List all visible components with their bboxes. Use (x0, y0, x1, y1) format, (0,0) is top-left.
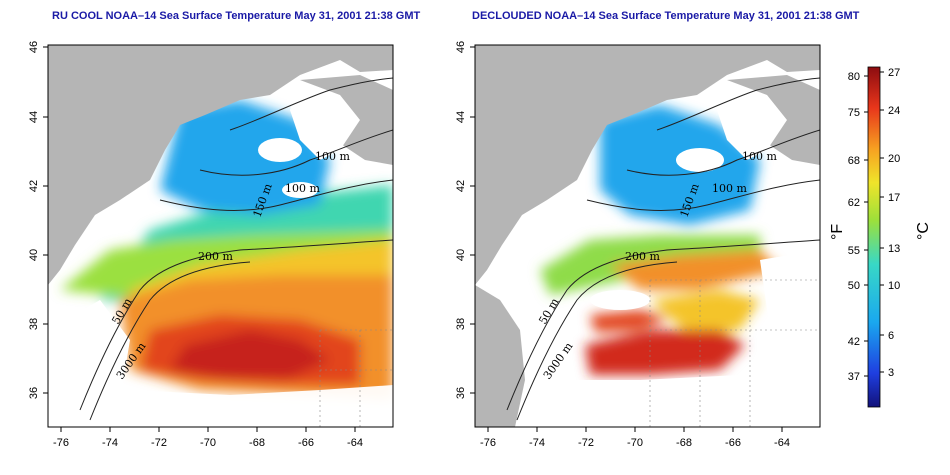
colorbar: 80 75 68 62 55 50 42 37 27 24 20 17 13 10 6 3 °F °C (829, 66, 932, 408)
lon-tick-label: -72 (151, 437, 167, 449)
celsius-tick-label: 27 (888, 67, 900, 79)
lat-tick-label: 44 (28, 111, 40, 123)
right-contours (506, 77, 820, 421)
left-cloud-mask (48, 138, 393, 427)
right-cloud-mask (520, 148, 820, 427)
celsius-unit-label: °C (915, 222, 932, 240)
left-gridlines (319, 329, 393, 427)
celsius-tick-label: 13 (888, 243, 900, 255)
left-sst-field (48, 100, 393, 400)
left-map-title: RU COOL NOAA–14 Sea Surface Temperature … (52, 10, 421, 22)
fahrenheit-unit-label: °F (829, 224, 846, 240)
celsius-tick-label: 17 (888, 192, 900, 204)
left-shelf (290, 80, 360, 160)
lat-tick-label: 36 (28, 387, 40, 399)
right-map-title: DECLOUDED NOAA–14 Sea Surface Temperatur… (472, 10, 860, 22)
lon-tick-label: -68 (249, 437, 265, 449)
left-contour-label: 200 m (198, 250, 233, 263)
lon-tick-label: -66 (725, 437, 741, 449)
celsius-tick-label: 20 (888, 153, 900, 165)
lon-tick-label: -70 (627, 437, 643, 449)
right-map: 100 m 100 m 150 m 200 m 50 m 3000 m (474, 44, 821, 428)
lat-tick-label: 40 (28, 249, 40, 261)
lon-tick-label: -76 (53, 437, 69, 449)
lat-tick-label: 44 (455, 111, 467, 123)
right-map-axes: -76 -74 -72 -70 -68 -66 -64 46 44 42 40 38 36 (455, 41, 790, 449)
right-map-frame (474, 44, 821, 428)
colorbar-ticks: 80 75 68 62 55 50 42 37 27 24 20 17 13 10 6 3 (848, 67, 901, 383)
left-contour-label: 100 m (315, 150, 350, 163)
lat-tick-label: 42 (28, 180, 40, 192)
left-contours (79, 77, 393, 421)
fahrenheit-tick-label: 55 (848, 245, 860, 257)
right-contour-label: 200 m (625, 250, 660, 263)
lat-tick-label: 46 (455, 41, 467, 53)
lat-tick-label: 40 (455, 249, 467, 261)
lat-tick-label: 36 (455, 387, 467, 399)
right-contour-label: 100 m (742, 150, 777, 163)
celsius-tick-label: 24 (888, 105, 900, 117)
lon-tick-label: -68 (676, 437, 692, 449)
fahrenheit-tick-label: 80 (848, 71, 860, 83)
colorbar-gradient (867, 66, 881, 408)
fahrenheit-tick-label: 50 (848, 280, 860, 292)
left-contour-label: 100 m (285, 182, 320, 195)
right-gridlines (649, 279, 820, 427)
celsius-tick-label: 3 (888, 367, 894, 379)
lat-tick-label: 42 (455, 180, 467, 192)
fahrenheit-tick-label: 62 (848, 197, 860, 209)
lon-tick-label: -66 (298, 437, 314, 449)
lon-tick-label: -64 (347, 437, 363, 449)
right-contour-label: 100 m (712, 182, 747, 195)
lon-tick-label: -74 (102, 437, 118, 449)
lon-tick-label: -72 (578, 437, 594, 449)
left-map-frame (47, 44, 394, 428)
fahrenheit-tick-label: 68 (848, 155, 860, 167)
left-map: 100 m 100 m 150 m 200 m 50 m 3000 m (47, 44, 394, 428)
lon-tick-label: -64 (774, 437, 790, 449)
lat-tick-label: 38 (28, 318, 40, 330)
left-map-axes: -76 -74 -72 -70 -68 -66 -64 46 44 42 40 38 36 (28, 41, 363, 449)
lat-tick-label: 46 (28, 41, 40, 53)
lon-tick-label: -76 (480, 437, 496, 449)
right-shelf (717, 80, 787, 160)
lon-tick-label: -74 (529, 437, 545, 449)
lat-tick-label: 38 (455, 318, 467, 330)
lon-tick-label: -70 (200, 437, 216, 449)
fahrenheit-tick-label: 37 (848, 371, 860, 383)
fahrenheit-tick-label: 75 (848, 107, 860, 119)
fahrenheit-tick-label: 42 (848, 336, 860, 348)
celsius-tick-label: 10 (888, 280, 900, 292)
celsius-tick-label: 6 (888, 330, 894, 342)
